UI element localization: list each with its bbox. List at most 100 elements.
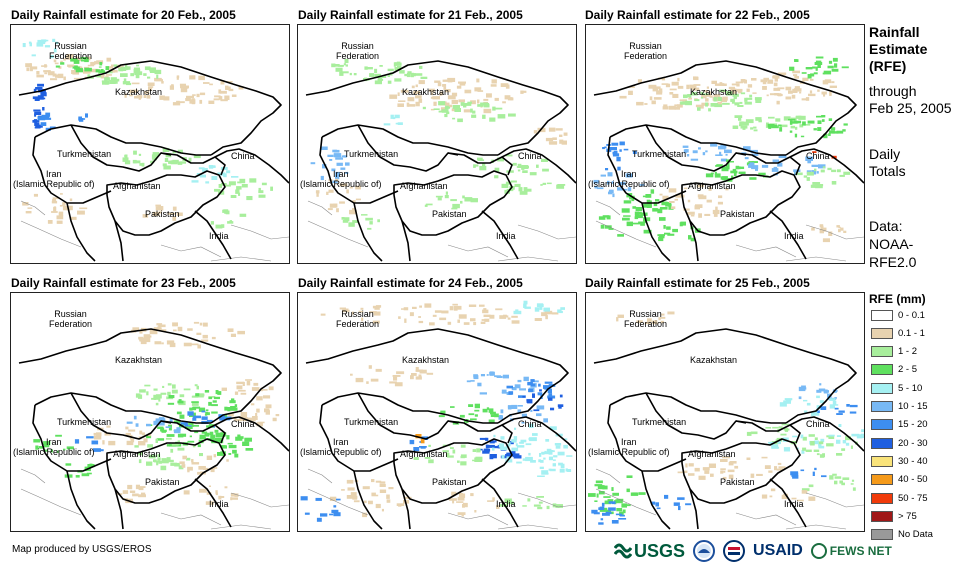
- rainfall-pixel: [838, 226, 841, 229]
- rainfall-pixel: [768, 116, 775, 119]
- rainfall-pixel: [563, 444, 568, 449]
- rainfall-pixel: [500, 83, 509, 87]
- rainfall-pixel: [40, 92, 47, 97]
- rainfall-pixel: [612, 153, 620, 157]
- rainfall-pixel: [762, 86, 767, 90]
- rainfall-pixel: [746, 97, 753, 100]
- rainfall-pixel: [352, 208, 355, 214]
- rainfall-pixel: [550, 407, 555, 411]
- rainfall-pixel: [496, 505, 500, 509]
- rainfall-pixel: [52, 199, 56, 201]
- rainfall-pixel: [234, 404, 238, 407]
- rainfall-pixel: [407, 97, 415, 102]
- rainfall-pixel: [812, 471, 815, 476]
- rainfall-pixel: [163, 165, 171, 170]
- rainfall-pixel: [327, 208, 333, 211]
- rainfall-pixel: [831, 169, 837, 173]
- sidebar-source-line2: RFE2.0: [869, 254, 917, 270]
- map-panel-feb22: Russian Federation Kazakhstan Turkmenistan I…: [585, 24, 865, 264]
- rainfall-pixel: [651, 100, 656, 105]
- rainfall-pixel: [773, 87, 781, 91]
- rainfall-pixel: [667, 233, 675, 236]
- rainfall-pixel: [42, 107, 45, 111]
- rainfall-pixel: [125, 426, 129, 430]
- rainfall-pixel: [138, 494, 146, 498]
- rainfall-pixel: [698, 213, 702, 218]
- legend-swatch: [871, 529, 893, 541]
- rainfall-pixel: [144, 384, 151, 387]
- rainfall-pixel: [238, 86, 244, 90]
- rainfall-pixel: [154, 69, 162, 75]
- rainfall-pixel: [638, 320, 643, 323]
- rainfall-pixel: [665, 83, 671, 88]
- rainfall-pixel: [827, 393, 832, 398]
- rainfall-pixel: [705, 102, 708, 107]
- minor-boundary-line: [160, 512, 222, 526]
- rainfall-pixel: [597, 485, 605, 490]
- rainfall-pixel: [155, 79, 163, 82]
- rainfall-pixel: [483, 98, 489, 101]
- rainfall-pixel: [173, 429, 181, 434]
- rainfall-pixel: [228, 413, 234, 417]
- rainfall-pixel: [541, 158, 548, 162]
- rainfall-pixel: [627, 504, 631, 507]
- rainfall-pixel: [704, 470, 710, 474]
- rainfall-pixel: [818, 445, 825, 449]
- rainfall-pixel: [375, 305, 382, 308]
- rainfall-pixel: [225, 86, 231, 90]
- rainfall-pixel: [227, 407, 231, 412]
- rainfall-pixel: [398, 316, 401, 319]
- rainfall-pixel: [494, 97, 499, 101]
- rainfall-pixel: [397, 65, 402, 71]
- legend-item: 15 - 20: [871, 419, 928, 431]
- country-border: [319, 136, 399, 204]
- rainfall-pixel: [558, 462, 563, 466]
- rainfall-pixel: [162, 163, 167, 167]
- rainfall-pixel: [567, 469, 572, 472]
- rainfall-pixel: [138, 394, 143, 399]
- minor-boundary-line: [307, 200, 333, 216]
- rainfall-pixel: [642, 195, 647, 198]
- rainfall-pixel: [683, 208, 690, 211]
- rainfall-pixel: [25, 63, 32, 68]
- rainfall-pixel: [643, 229, 652, 234]
- rainfall-pixel: [678, 506, 681, 511]
- rainfall-pixel: [120, 73, 128, 77]
- rainfall-pixel: [200, 174, 206, 178]
- rainfall-pixel: [467, 101, 472, 104]
- rainfall-pixel: [508, 441, 511, 447]
- country-label-afghanistan: Afghanistan: [688, 449, 736, 459]
- country-border: [321, 124, 498, 156]
- rainfall-pixel: [463, 502, 468, 508]
- rainfall-pixel: [379, 65, 383, 67]
- rainfall-pixel: [320, 146, 328, 150]
- country-border: [735, 420, 801, 444]
- rainfall-pixel: [199, 434, 206, 438]
- rainfall-pixel: [490, 84, 497, 87]
- rainfall-pixel: [460, 444, 466, 448]
- rainfall-pixel: [710, 103, 719, 107]
- rainfall-pixel: [373, 311, 381, 316]
- rainfall-pixel: [215, 224, 223, 229]
- rainfall-pixel: [93, 435, 102, 440]
- rainfall-pixel: [394, 78, 402, 82]
- panel-title: Daily Rainfall estimate for 21 Feb., 200…: [298, 8, 523, 22]
- rainfall-pixel: [247, 417, 254, 421]
- country-border: [114, 210, 232, 262]
- rainfall-pixel: [55, 434, 62, 437]
- rainfall-pixel: [159, 95, 165, 100]
- rainfall-pixel: [221, 445, 227, 449]
- legend-item: 1 - 2: [871, 346, 917, 358]
- rainfall-pixel: [602, 512, 610, 516]
- rainfall-pixel: [664, 494, 669, 499]
- rainfall-pixel: [512, 162, 517, 166]
- rainfall-pixel: [227, 328, 234, 332]
- rainfall-pixel: [522, 505, 527, 507]
- rainfall-pixel: [240, 392, 247, 395]
- rainfall-pixel: [716, 164, 723, 167]
- rainfall-pixel: [739, 101, 743, 104]
- rainfall-map: [305, 59, 576, 262]
- rainfall-pixel: [153, 459, 157, 463]
- minor-boundary-line: [210, 256, 272, 262]
- rainfall-pixel: [806, 177, 810, 181]
